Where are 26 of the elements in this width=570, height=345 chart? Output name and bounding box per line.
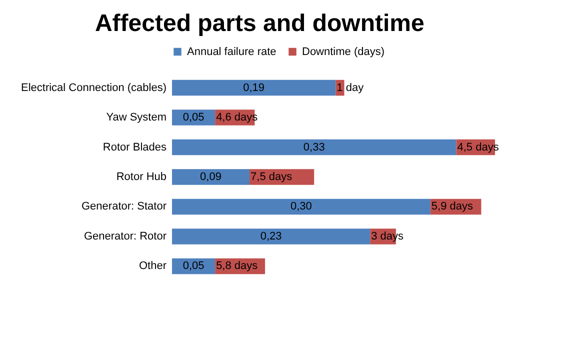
data-label: 0,05 [182, 260, 204, 272]
annotation: 7,5 days [250, 171, 293, 183]
bar [172, 169, 250, 185]
y-tick-label: Electrical Connection (cables) [20, 82, 166, 94]
y-tick-label: Generator: Stator [82, 200, 167, 213]
bar [172, 139, 456, 156]
y-tick-label: Rotor Hub [116, 171, 166, 183]
annotation: 5,9 days [431, 200, 474, 213]
legend-label: Annual failure rate [187, 46, 276, 58]
data-label: 0,09 [200, 171, 222, 183]
bar [172, 80, 336, 96]
data-label: 0,19 [243, 82, 265, 94]
data-label: 0,30 [290, 200, 312, 213]
y-tick-label: Other [138, 260, 167, 272]
data-label: 0,05 [182, 112, 204, 124]
legend-label: Downtime (days) [302, 46, 385, 58]
bar [172, 228, 370, 244]
chart-title: Affected parts and downtime [94, 10, 424, 37]
data-label: 0,23 [260, 230, 282, 242]
y-tick-label: Generator: Rotor [84, 230, 167, 242]
bar [172, 198, 430, 215]
data-label: 0,33 [303, 141, 325, 154]
annotation: 1 day [336, 82, 364, 94]
y-tick-label: Rotor Blades [102, 141, 167, 154]
annotation: 5,8 days [216, 260, 258, 272]
y-tick-label: Yaw System [106, 112, 166, 124]
